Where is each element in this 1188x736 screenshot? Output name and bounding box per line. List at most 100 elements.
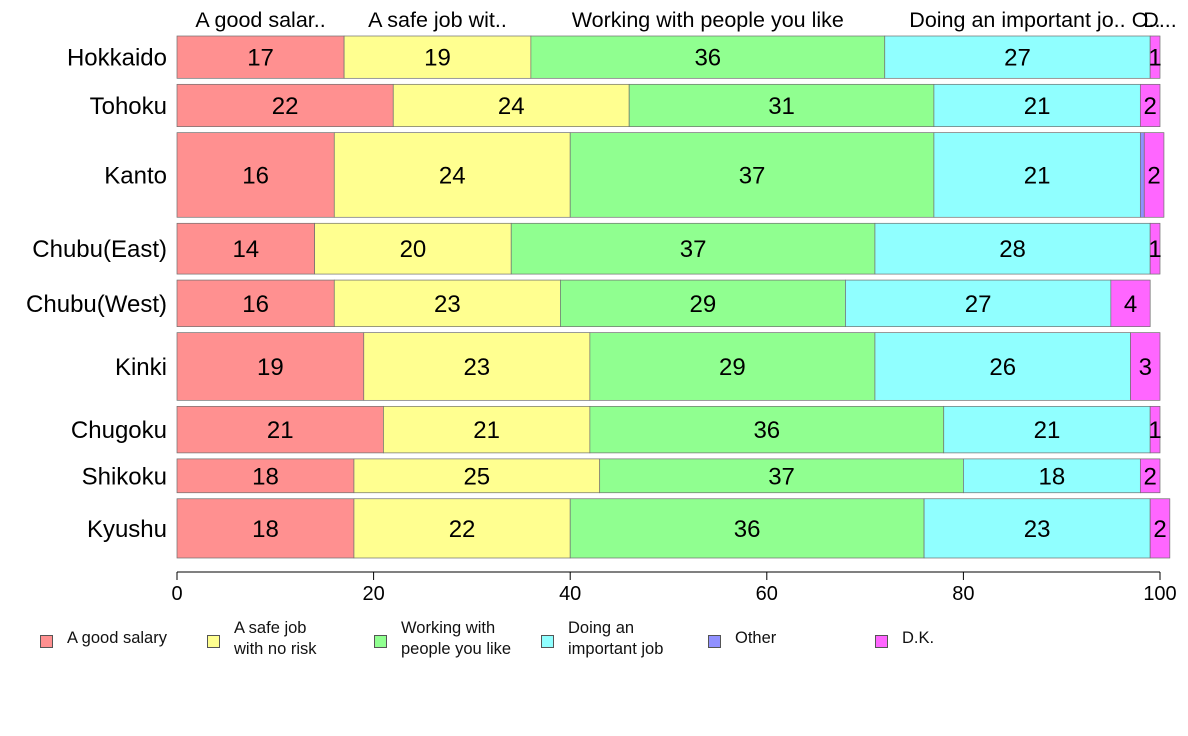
data-label: 25 [463, 463, 490, 490]
data-label: 28 [999, 236, 1026, 263]
bar-segment-6-1 [1149, 35, 1161, 79]
data-label: 16 [242, 291, 269, 318]
bar-segment-2-6 [363, 332, 591, 401]
bar-segment-3-6 [589, 332, 876, 401]
x-tick-label: 0 [171, 583, 182, 605]
x-tick-label: 60 [756, 583, 778, 605]
data-label: 4 [1124, 291, 1137, 318]
data-label: 1 [1148, 417, 1161, 444]
bar-segment-2-2 [392, 83, 630, 127]
data-label: 14 [232, 236, 259, 263]
data-label: 27 [965, 291, 992, 318]
data-label: 26 [989, 354, 1016, 381]
category-label: Kinki [115, 354, 167, 381]
data-label: 36 [753, 417, 780, 444]
data-label: 37 [739, 162, 766, 189]
legend-swatch [40, 635, 53, 648]
legend-item: A safe job with no risk [207, 618, 317, 660]
bar-segment-4-6 [874, 332, 1131, 401]
category-label: Hokkaido [67, 45, 167, 72]
bar-segment-1-2 [176, 83, 394, 127]
bar-segment-1-8 [176, 458, 355, 494]
bar-segment-6-5 [1110, 279, 1151, 327]
data-label: 22 [272, 93, 299, 120]
data-label: 18 [252, 463, 279, 490]
category-label: Kanto [104, 162, 167, 189]
data-label: 18 [1039, 463, 1066, 490]
bar-segment-3-5 [560, 279, 846, 327]
bar-segment-3-3 [569, 132, 935, 218]
bar-segment-6-8 [1139, 458, 1161, 494]
bar-segment-6-4 [1149, 222, 1161, 275]
bar-segment-3-2 [628, 83, 935, 127]
category-label: Chugoku [71, 417, 167, 444]
chart-legend: A good salary A safe job with no risk Work… [0, 618, 1188, 678]
bar-segment-1-9 [176, 498, 355, 559]
bar-segment-4-3 [933, 132, 1141, 218]
bar-segment-1-1 [176, 35, 345, 79]
legend-swatch [374, 635, 387, 648]
bar-segment-4-8 [963, 458, 1141, 494]
x-tick-label: 80 [952, 583, 974, 605]
series-top-label: Working with people you like [572, 8, 844, 32]
bar-segment-2-3 [333, 132, 571, 218]
data-label: 21 [1024, 93, 1051, 120]
series-top-label: Doing an important jo.. [909, 8, 1125, 32]
series-top-label: O.. [1132, 8, 1161, 32]
bar-segment-4-1 [884, 35, 1151, 79]
data-label: 16 [242, 162, 269, 189]
bar-segment-6-7 [1149, 405, 1161, 454]
bar-segment-1-4 [176, 222, 315, 275]
legend-item: D.K. [875, 628, 934, 649]
data-label: 27 [1004, 45, 1031, 72]
data-label: 29 [719, 354, 746, 381]
data-label: 23 [434, 291, 461, 318]
data-label: 23 [463, 354, 490, 381]
legend-swatch [875, 635, 888, 648]
bar-segment-2-5 [333, 279, 561, 327]
legend-swatch [541, 635, 554, 648]
bar-segment-2-7 [383, 405, 591, 454]
data-label: 21 [1024, 162, 1051, 189]
data-label: 19 [424, 45, 451, 72]
data-label: 24 [498, 93, 525, 120]
x-tick-label: 40 [559, 583, 581, 605]
legend-item: Doing an important job [541, 618, 663, 660]
legend-label: Doing an important job [568, 619, 664, 658]
bar-segment-4-5 [845, 279, 1112, 327]
bar-segment-3-1 [530, 35, 886, 79]
bar-segment-1-7 [176, 405, 384, 454]
data-label: 37 [680, 236, 707, 263]
bar-segment-6-9 [1149, 498, 1171, 559]
data-label: 36 [694, 45, 721, 72]
legend-label: A safe job with no risk [234, 619, 317, 658]
data-label: 21 [473, 417, 500, 444]
data-label: 3 [1139, 354, 1152, 381]
bar-segment-4-2 [933, 83, 1141, 127]
data-label: 36 [734, 516, 761, 543]
bar-segment-2-1 [343, 35, 532, 79]
data-label: 31 [768, 93, 795, 120]
data-label: 2 [1153, 516, 1166, 543]
legend-swatch [207, 635, 220, 648]
legend-item: Other [708, 628, 776, 649]
data-label: 17 [247, 45, 274, 72]
legend-item: Working with people you like [374, 618, 511, 660]
legend-label: Working with people you like [401, 619, 512, 658]
bar-segment-1-3 [176, 132, 335, 218]
bar-segment-6-3 [1143, 132, 1165, 218]
bar-segment-6-6 [1130, 332, 1161, 401]
data-label: 20 [400, 236, 427, 263]
bar-segment-5-3 [1139, 132, 1145, 218]
legend-label: A good salary [67, 629, 167, 647]
bar-segment-3-7 [589, 405, 945, 454]
bar-segment-1-5 [176, 279, 335, 327]
bar-segment-3-4 [510, 222, 876, 275]
legend-swatch [708, 635, 721, 648]
bar-segment-2-4 [314, 222, 512, 275]
bar-segment-6-2 [1139, 83, 1161, 127]
data-label: 24 [439, 162, 466, 189]
data-label: 21 [267, 417, 294, 444]
bar-segment-3-8 [599, 458, 964, 494]
series-top-label: A safe job wit.. [368, 8, 507, 32]
